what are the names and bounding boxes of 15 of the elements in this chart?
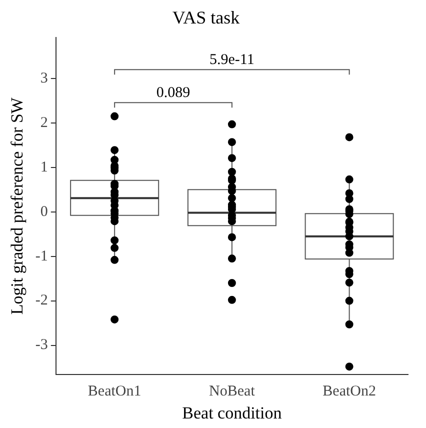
y-tick-label: 2 [40,114,48,131]
x-tick-label: BeatOn2 [322,384,376,400]
y-tick-label: -3 [35,337,48,354]
y-tick-label: -2 [35,292,48,309]
y-tick-label: 1 [40,159,48,176]
annotation: 5.9e-11 [210,52,254,68]
y-tick-label: -1 [35,248,48,264]
annotation: 0.089 [156,85,190,102]
x-tick-label: NoBeat [209,384,256,400]
chart-title: VAS task [172,8,240,28]
y-tick-label: 0 [40,204,48,220]
y-axis-title: Logit graded preference for SW [8,96,27,315]
y-tick-label: 3 [40,70,48,86]
x-tick-label: BeatOn1 [88,384,142,400]
x-axis-title: Beat condition [182,403,282,422]
